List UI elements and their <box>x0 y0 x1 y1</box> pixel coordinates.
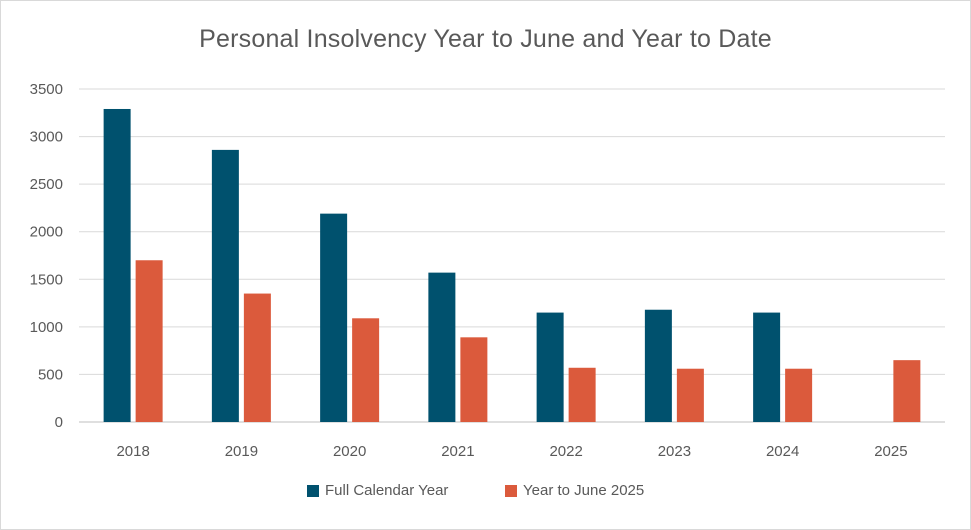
y-tick-label: 3500 <box>30 81 63 98</box>
bar-series-1-2025 <box>893 360 921 422</box>
legend-item-series-0: Full Calendar Year <box>307 482 448 499</box>
legend-label-series-0: Full Calendar Year <box>325 482 449 499</box>
bar-series-1-2021 <box>460 337 488 422</box>
legend-label-series-1: Year to June 2025 <box>523 482 645 499</box>
x-axis-ticks: 2018 2019 2020 2021 2022 2023 2024 2025 <box>116 443 907 460</box>
y-tick-label: 3000 <box>30 129 63 146</box>
x-tick-label: 2021 <box>441 443 474 460</box>
y-tick-label: 0 <box>55 414 63 431</box>
bar-series-1-2022 <box>568 367 596 422</box>
bar-series-0-2021 <box>428 272 456 422</box>
y-axis-ticks: 0 500 1000 1500 2000 2500 3000 3500 <box>30 81 63 431</box>
x-tick-label: 2024 <box>766 443 799 460</box>
y-tick-label: 1000 <box>30 319 63 336</box>
bars <box>103 108 921 423</box>
x-tick-label: 2023 <box>658 443 691 460</box>
bar-series-0-2023 <box>644 309 672 422</box>
bar-series-1-2018 <box>135 260 163 422</box>
bar-series-0-2020 <box>320 213 348 422</box>
chart-title: Personal Insolvency Year to June and Yea… <box>199 25 772 53</box>
legend-swatch-series-1 <box>505 484 517 497</box>
y-tick-label: 1500 <box>30 271 63 288</box>
legend: Full Calendar Year Year to June 2025 <box>1 482 970 506</box>
bar-series-1-2023 <box>676 368 704 422</box>
legend-swatch-series-0 <box>307 484 319 497</box>
y-tick-label: 2000 <box>30 224 63 241</box>
bar-series-1-2024 <box>785 368 813 422</box>
legend-item-series-1: Year to June 2025 <box>505 482 644 499</box>
bar-series-0-2019 <box>211 149 239 423</box>
bar-series-1-2019 <box>243 293 271 422</box>
x-tick-label: 2020 <box>333 443 366 460</box>
y-tick-label: 500 <box>38 366 63 383</box>
plot-area: 0 500 1000 1500 2000 2500 3000 3500 2018 2019 202… <box>30 81 945 460</box>
x-tick-label: 2022 <box>549 443 582 460</box>
gridlines <box>79 88 945 423</box>
x-tick-label: 2018 <box>116 443 149 460</box>
bar-series-0-2022 <box>536 312 564 422</box>
x-tick-label: 2025 <box>874 443 907 460</box>
x-tick-label: 2019 <box>225 443 258 460</box>
y-tick-label: 2500 <box>30 176 63 193</box>
bar-series-0-2018 <box>103 108 131 422</box>
bar-series-0-2024 <box>753 312 781 422</box>
bar-series-1-2020 <box>352 318 380 422</box>
